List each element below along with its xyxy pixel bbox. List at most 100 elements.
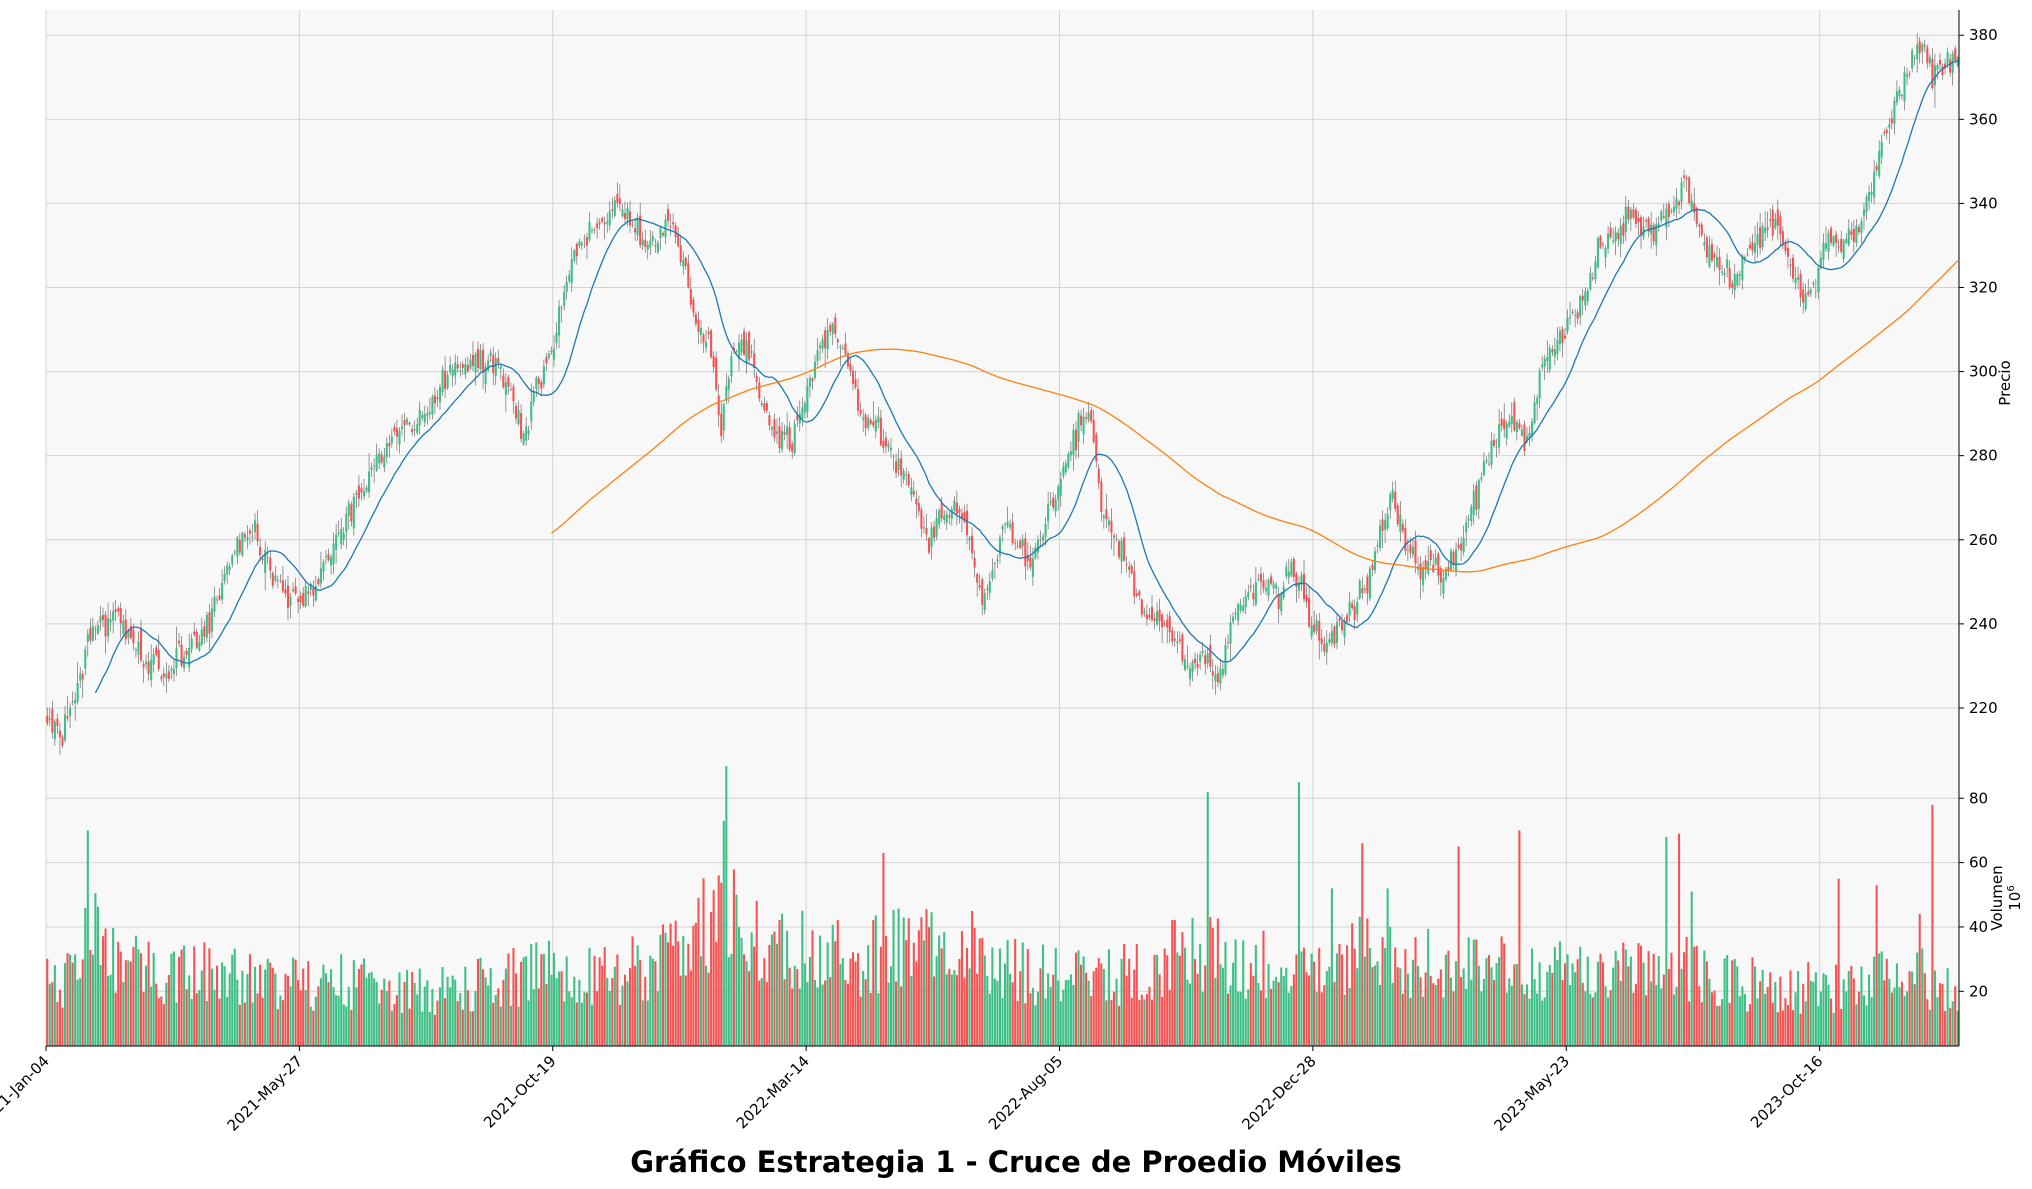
volume-bar xyxy=(958,958,961,1046)
candle-body xyxy=(927,538,931,553)
x-tick-label: 2021-Oct-19 xyxy=(480,1052,560,1132)
candle-body xyxy=(687,263,690,288)
candle-body xyxy=(1178,639,1181,641)
volume-bar xyxy=(1485,958,1488,1046)
candle-body xyxy=(459,370,462,372)
candle-body xyxy=(1199,654,1202,662)
volume-bar xyxy=(1774,981,1777,1046)
candle-body xyxy=(200,629,203,645)
candle-body xyxy=(1814,291,1817,293)
volume-bar xyxy=(1419,977,1422,1046)
volume-bar xyxy=(717,875,720,1046)
volume-bar xyxy=(1042,944,1045,1046)
volume-bar xyxy=(1954,986,1957,1046)
candle-body xyxy=(1406,549,1409,551)
volume-bar xyxy=(243,1002,246,1046)
candle-body xyxy=(1558,331,1561,345)
candle-body xyxy=(829,325,832,332)
candle-body xyxy=(765,403,768,411)
candle-body xyxy=(1176,641,1179,644)
volume-bar xyxy=(1688,1001,1691,1046)
candle-body xyxy=(1520,429,1523,436)
volume-bar xyxy=(266,958,269,1046)
volume-bar xyxy=(998,948,1002,1046)
candle-body xyxy=(1095,434,1098,461)
volume-bar xyxy=(454,979,457,1046)
volume-bar xyxy=(1784,998,1787,1046)
volume-bar xyxy=(259,964,262,1046)
candle-body xyxy=(874,419,877,432)
x-tick-label: 2021-May-27 xyxy=(224,1052,307,1135)
candle-body xyxy=(1394,491,1397,510)
candle-body xyxy=(1244,596,1247,608)
volume-bar xyxy=(1247,989,1250,1046)
candle-body xyxy=(740,339,743,353)
volume-bar xyxy=(1842,979,1845,1046)
candle-body xyxy=(1832,236,1835,246)
candle-body xyxy=(1665,208,1668,228)
volume-bar xyxy=(1799,1013,1802,1046)
volume-bar xyxy=(246,974,249,1046)
candle-body xyxy=(403,420,406,426)
volume-bar xyxy=(578,979,581,1046)
volume-bar xyxy=(431,988,434,1046)
candle-body xyxy=(1072,429,1075,455)
volume-bar xyxy=(1252,975,1255,1046)
candle-body xyxy=(299,595,302,603)
volume-bar xyxy=(1736,966,1739,1046)
candle-body xyxy=(1845,238,1848,243)
candle-body xyxy=(672,222,675,225)
candle-body xyxy=(406,419,409,424)
candle-body xyxy=(1954,48,1957,61)
candle-body xyxy=(1386,514,1389,529)
volume-bar xyxy=(1822,973,1825,1046)
volume-bar xyxy=(107,976,110,1046)
volume-bar xyxy=(593,955,596,1046)
candle-body xyxy=(312,588,315,596)
candle-body xyxy=(1936,65,1939,70)
candle-body xyxy=(679,245,682,263)
candle-body xyxy=(1315,620,1318,632)
volume-bar xyxy=(1328,966,1331,1046)
candle-body xyxy=(778,426,781,449)
candle-body xyxy=(560,307,563,309)
candle-body xyxy=(940,502,943,519)
volume-bar xyxy=(218,998,221,1046)
volume-bar xyxy=(1427,928,1430,1046)
candle-body xyxy=(152,654,155,665)
candle-body xyxy=(649,240,652,248)
candle-body xyxy=(674,225,677,238)
candle-body xyxy=(743,331,746,355)
candle-body xyxy=(1338,619,1341,621)
volume-bar xyxy=(1163,948,1166,1046)
volume-bar xyxy=(1764,993,1767,1046)
candle-body xyxy=(1285,566,1288,577)
volume-bar xyxy=(324,973,328,1046)
volume-bar xyxy=(1323,985,1326,1046)
candle-body xyxy=(1323,644,1326,652)
candle-body xyxy=(1759,227,1762,248)
volume-bar xyxy=(433,1014,436,1046)
candle-body xyxy=(1209,644,1212,667)
candle-body xyxy=(63,714,67,741)
volume-bar xyxy=(494,995,497,1046)
volume-bar xyxy=(905,940,908,1046)
candle-body xyxy=(1021,539,1024,547)
candle-body xyxy=(1586,290,1589,301)
volume-bar xyxy=(1599,953,1602,1046)
candle-body xyxy=(1145,614,1148,619)
candle-body xyxy=(395,427,398,437)
volume-bar xyxy=(56,1001,59,1046)
volume-bar xyxy=(1708,978,1711,1046)
candle-body xyxy=(160,676,163,679)
volume-bar xyxy=(917,930,920,1046)
candle-body xyxy=(360,488,363,493)
candle-body xyxy=(1194,658,1197,664)
candle-body xyxy=(446,374,449,389)
candle-body xyxy=(476,349,480,368)
candle-body xyxy=(1062,466,1065,476)
candle-body xyxy=(1870,192,1873,196)
candle-body xyxy=(644,240,647,247)
volume-bar xyxy=(603,947,606,1046)
candle-body xyxy=(1726,259,1729,269)
